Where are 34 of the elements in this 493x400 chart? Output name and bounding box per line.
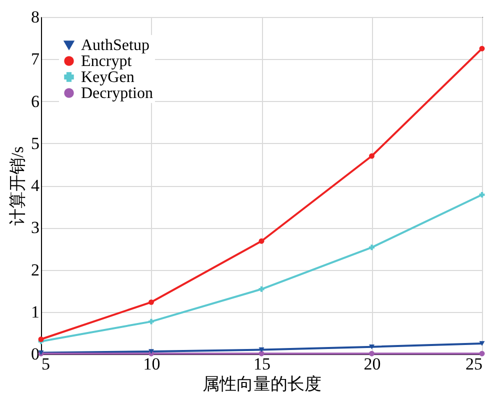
point [479,46,485,52]
y-tick-label: 7 [31,50,40,69]
point [369,153,374,159]
x-tick-label: 25 [466,354,482,374]
point [369,350,374,356]
y-tick-label: 1 [31,302,40,322]
point [479,341,485,346]
x-axis-title: 属性向量的长度 [202,374,322,394]
x-tick-label: 10 [143,354,160,374]
x-tick-label: 15 [254,354,270,374]
point [369,244,374,250]
legend-label: KeyGen [81,69,134,86]
point [148,318,154,324]
point [369,344,374,350]
y-tick-label: 5 [31,134,40,153]
y-tick-label: 8 [31,8,40,26]
point [38,336,44,342]
legend-label: Decryption [81,85,153,102]
point [148,349,154,354]
point [258,238,264,244]
point [258,347,264,352]
y-tick-label: 6 [31,92,40,111]
y-tick-label: 3 [31,218,40,238]
legend-label: Encrypt [81,53,132,70]
y-tick-label: 0 [31,344,40,364]
point [479,192,485,198]
legend-label: AuthSetup [81,37,150,54]
point [479,350,485,356]
y-axis-title: 计算开销/s [8,146,27,226]
point [258,350,264,356]
point [148,299,154,305]
x-tick-label: 20 [364,354,381,374]
y-tick-label: 2 [31,260,40,280]
y-tick-label: 4 [31,176,40,195]
